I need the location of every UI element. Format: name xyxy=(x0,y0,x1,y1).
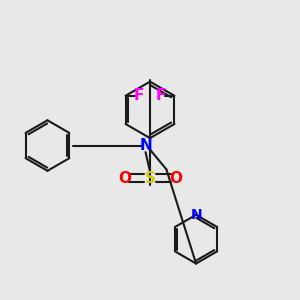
Text: S: S xyxy=(145,171,155,186)
Text: N: N xyxy=(190,208,202,222)
Text: O: O xyxy=(169,171,182,186)
Text: N: N xyxy=(139,138,152,153)
Text: F: F xyxy=(134,88,144,103)
Text: O: O xyxy=(118,171,131,186)
Text: F: F xyxy=(156,88,166,103)
